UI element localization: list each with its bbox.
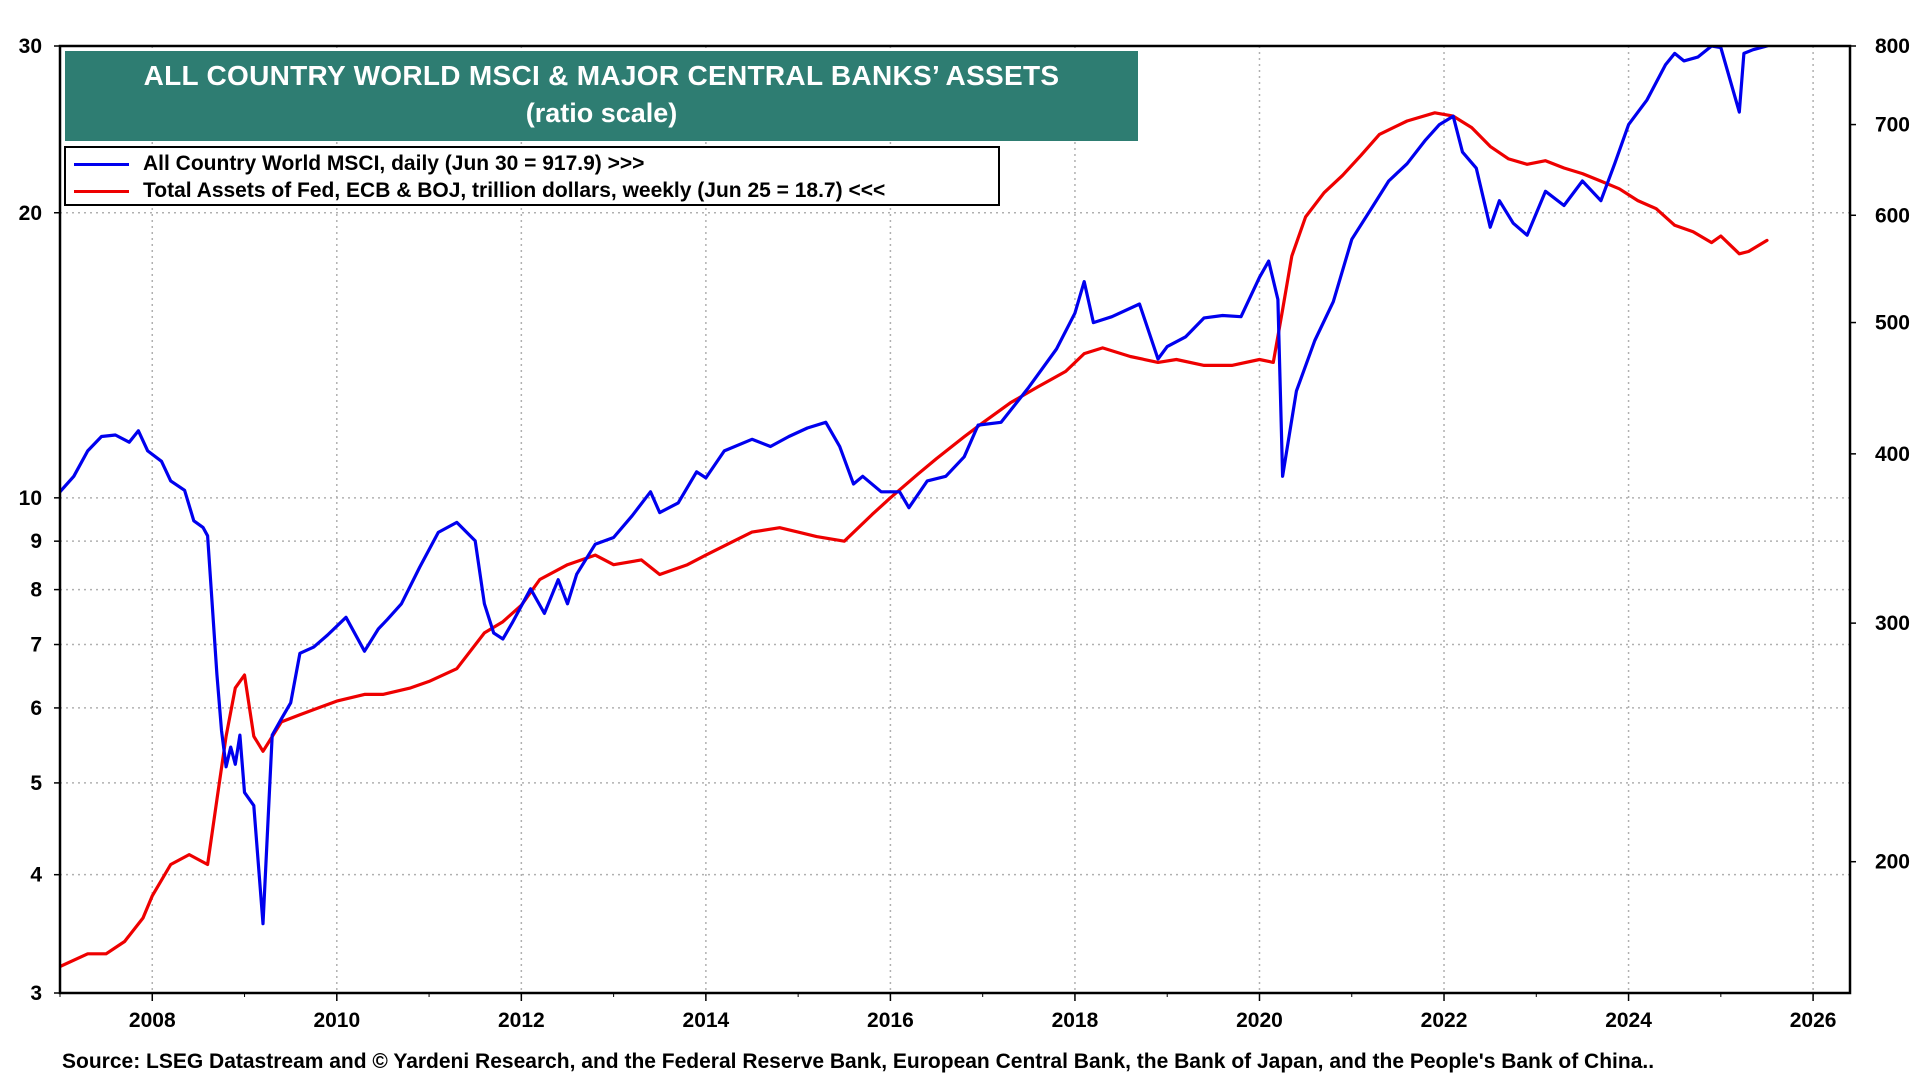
right-tick-label: 400	[1875, 443, 1910, 466]
legend-label-assets: Total Assets of Fed, ECB & BOJ, trillion…	[143, 179, 886, 202]
x-tick-label: 2008	[129, 1009, 176, 1032]
chart-title: ALL COUNTRY WORLD MSCI & MAJOR CENTRAL B…	[143, 60, 1060, 91]
legend-label-msci: All Country World MSCI, daily (Jun 30 = …	[143, 152, 645, 175]
msci-series-line	[60, 46, 1769, 926]
left-tick-label: 3	[30, 982, 42, 1005]
x-tick-label: 2014	[683, 1009, 730, 1032]
legend: All Country World MSCI, daily (Jun 30 = …	[64, 146, 1000, 206]
x-tick-label: 2010	[313, 1009, 360, 1032]
source-note: Source: LSEG Datastream and © Yardeni Re…	[62, 1050, 1655, 1073]
right-axis-ticks: 200 300 400 500 600 700 800	[1850, 35, 1910, 874]
left-tick-label: 4	[30, 864, 42, 887]
right-tick-label: 500	[1875, 312, 1910, 335]
left-tick-label: 8	[30, 579, 42, 602]
left-tick-label: 7	[30, 634, 42, 657]
left-axis-ticks: 3 4 5 6 7 8 9 10 20 30	[19, 35, 60, 1005]
left-tick-label: 9	[30, 530, 42, 553]
right-tick-label: 200	[1875, 851, 1910, 874]
left-tick-label: 30	[19, 35, 42, 58]
left-tick-label: 6	[30, 697, 42, 720]
left-tick-label: 10	[19, 487, 42, 510]
right-tick-label: 600	[1875, 204, 1910, 227]
legend-item-msci: All Country World MSCI, daily (Jun 30 = …	[74, 151, 644, 177]
x-tick-label: 2016	[867, 1009, 914, 1032]
chart-subtitle: (ratio scale)	[525, 98, 678, 128]
left-tick-label: 20	[19, 202, 42, 225]
plot-frame	[58, 44, 1852, 995]
chart-title-box: ALL COUNTRY WORLD MSCI & MAJOR CENTRAL B…	[65, 51, 1138, 141]
x-tick-label: 2018	[1052, 1009, 1099, 1032]
assets-series-line	[60, 111, 1769, 969]
x-tick-label: 2024	[1605, 1009, 1652, 1032]
legend-swatch-msci	[74, 162, 129, 166]
series-layer	[60, 46, 1769, 969]
right-tick-label: 300	[1875, 612, 1910, 635]
right-tick-label: 700	[1875, 114, 1910, 137]
x-axis-ticks: 2008 2010 2012 2014 2016 2018 2020 2022 2024 2026	[59, 993, 1837, 1032]
right-tick-label: 800	[1875, 35, 1910, 58]
left-tick-label: 5	[30, 772, 42, 795]
x-tick-label: 2022	[1421, 1009, 1468, 1032]
x-tick-label: 2026	[1790, 1009, 1837, 1032]
x-tick-label: 2020	[1236, 1009, 1283, 1032]
legend-item-assets: Total Assets of Fed, ECB & BOJ, trillion…	[74, 178, 885, 204]
x-tick-label: 2012	[498, 1009, 545, 1032]
legend-swatch-assets	[74, 189, 129, 193]
